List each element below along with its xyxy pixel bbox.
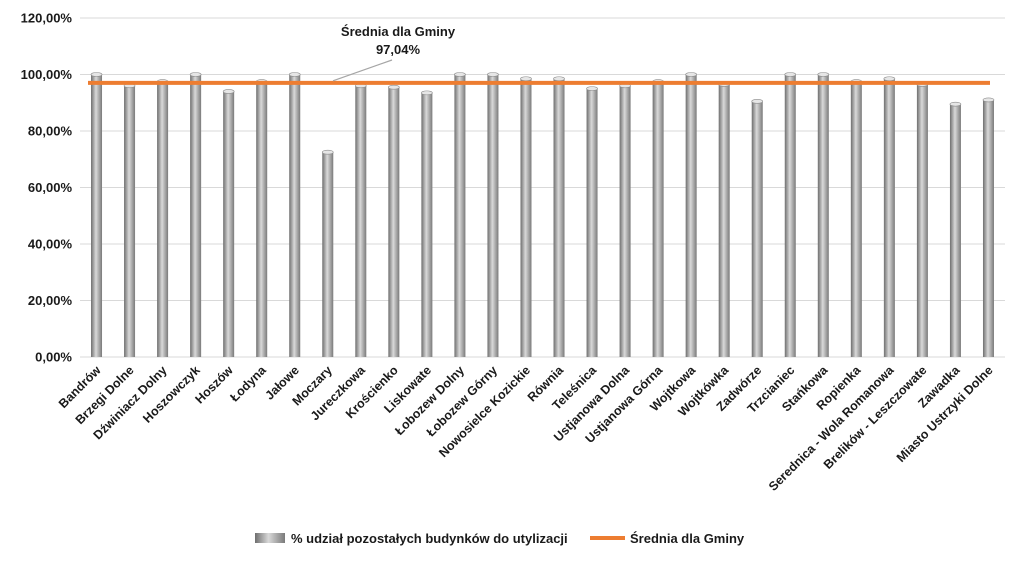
bar-cap xyxy=(487,72,499,77)
bar-cap xyxy=(189,72,202,77)
bar-cap xyxy=(90,72,103,77)
bar xyxy=(883,78,895,358)
legend-line-label: Średnia dla Gminy xyxy=(630,531,745,546)
bar xyxy=(949,104,961,357)
bar xyxy=(982,99,994,358)
bar xyxy=(256,81,268,357)
annotation-title: Średnia dla Gminy xyxy=(341,24,456,39)
bar xyxy=(817,74,829,357)
bar xyxy=(520,78,532,358)
bar-cap xyxy=(586,86,598,91)
legend-bar-label: % udział pozostałych budynków do utyliza… xyxy=(291,531,568,546)
bar-cap xyxy=(222,89,235,94)
bar xyxy=(652,81,664,357)
bar-cap xyxy=(949,101,962,107)
bar xyxy=(289,74,301,357)
bars xyxy=(90,72,995,358)
gridlines xyxy=(80,17,1005,358)
bar xyxy=(355,85,367,358)
bar-cap xyxy=(982,97,995,103)
y-tick-label: 120,00% xyxy=(21,11,73,26)
bar xyxy=(322,152,334,357)
bar xyxy=(619,85,631,358)
bar-cap xyxy=(883,76,896,82)
y-axis: 0,00% 20,00% 40,00% 60,00% 80,00% 100,00% 120,… xyxy=(21,11,73,365)
bar-cap xyxy=(553,76,565,82)
bar xyxy=(718,84,730,357)
bar xyxy=(784,74,796,357)
legend-bar-swatch xyxy=(255,533,285,543)
bar xyxy=(91,74,103,357)
bar-cap xyxy=(388,84,400,90)
bar xyxy=(223,91,235,357)
bar xyxy=(124,85,136,358)
bar xyxy=(751,101,763,358)
bar xyxy=(421,92,433,358)
bar-cap xyxy=(685,72,697,77)
bar-cap xyxy=(321,149,334,155)
bar xyxy=(157,81,169,357)
bar-cap xyxy=(421,90,433,96)
bar xyxy=(553,78,565,358)
y-tick-label: 80,00% xyxy=(28,124,73,139)
bar-cap xyxy=(288,72,301,77)
bar xyxy=(916,84,928,357)
y-tick-label: 100,00% xyxy=(21,67,73,82)
annotation-leader-line xyxy=(332,59,393,82)
bar xyxy=(850,81,862,357)
bar-cap xyxy=(454,72,466,77)
y-tick-label: 20,00% xyxy=(28,293,73,308)
bar-cap xyxy=(520,76,532,82)
y-tick-label: 0,00% xyxy=(35,350,72,365)
average-annotation: Średnia dla Gminy 97,04% xyxy=(332,24,456,82)
bar-cap xyxy=(784,72,797,77)
annotation-value: 97,04% xyxy=(376,42,421,57)
bar-cap xyxy=(751,99,764,104)
bar xyxy=(685,74,697,357)
y-tick-label: 60,00% xyxy=(28,180,73,195)
bar xyxy=(487,74,499,357)
legend: % udział pozostałych budynków do utyliza… xyxy=(255,531,745,546)
bar xyxy=(388,87,400,358)
y-tick-label: 40,00% xyxy=(28,237,73,252)
bar-cap xyxy=(817,72,830,77)
bar xyxy=(454,74,466,357)
x-tick-label: Łodyna xyxy=(227,362,269,404)
bar xyxy=(190,74,202,357)
bar xyxy=(586,88,598,357)
